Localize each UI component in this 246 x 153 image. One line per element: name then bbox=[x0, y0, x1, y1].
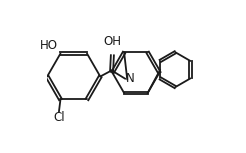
Text: HO: HO bbox=[40, 39, 58, 52]
Text: N: N bbox=[126, 71, 135, 84]
Text: Cl: Cl bbox=[53, 111, 65, 124]
Text: OH: OH bbox=[104, 35, 122, 49]
